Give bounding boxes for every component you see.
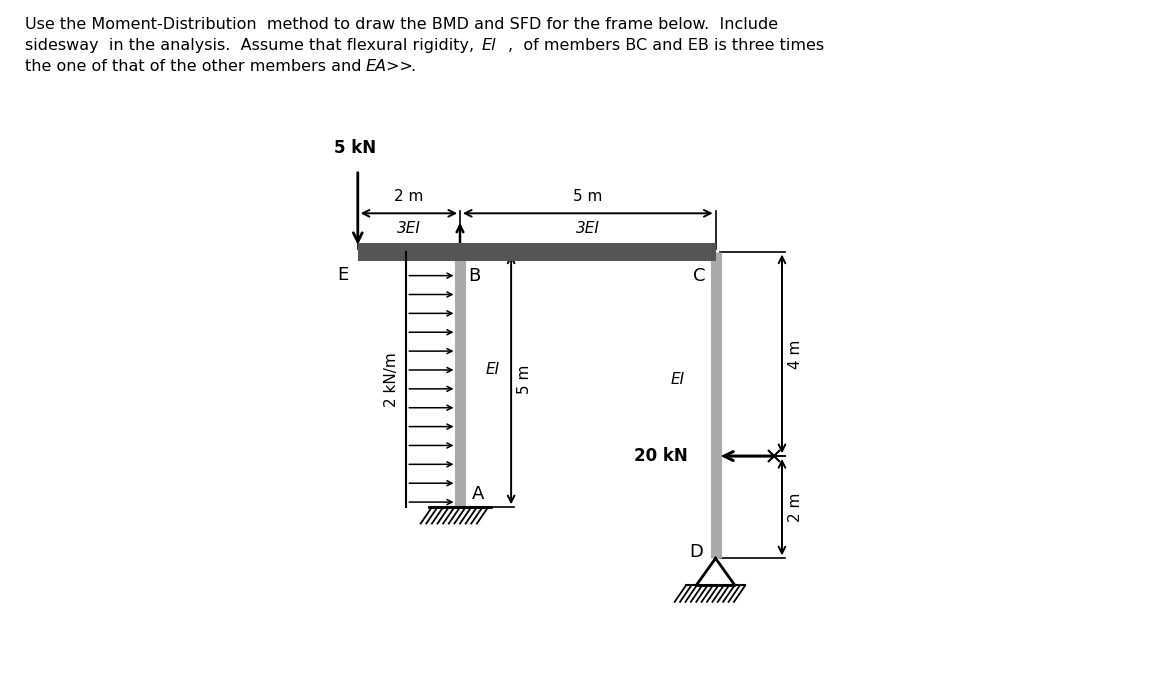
Text: 2 m: 2 m [788, 493, 803, 522]
Text: A: A [472, 485, 484, 503]
Text: B: B [468, 267, 481, 286]
Text: 3EI: 3EI [576, 221, 599, 236]
Text: EA>>: EA>> [366, 59, 414, 74]
Text: 2 kN/m: 2 kN/m [384, 352, 399, 407]
Text: .: . [411, 59, 415, 74]
Text: E: E [337, 265, 348, 283]
Text: 20 kN: 20 kN [634, 447, 688, 465]
Text: 3EI: 3EI [397, 221, 421, 236]
Text: the one of that of the other members and: the one of that of the other members and [25, 59, 373, 74]
Text: 4 m: 4 m [788, 339, 803, 369]
Text: 2 m: 2 m [394, 189, 423, 204]
Text: EI: EI [485, 362, 500, 377]
Text: D: D [689, 543, 703, 561]
Text: 5 m: 5 m [573, 189, 603, 204]
Text: El: El [481, 38, 496, 53]
Text: 5 kN: 5 kN [335, 139, 376, 157]
Text: 5 m: 5 m [518, 365, 532, 394]
Text: ,  of members BC and EB is three times: , of members BC and EB is three times [508, 38, 823, 53]
Text: sidesway  in the analysis.  Assume that flexural rigidity,: sidesway in the analysis. Assume that fl… [25, 38, 484, 53]
Text: C: C [693, 267, 705, 286]
Text: Use the Moment-Distribution  method to draw the BMD and SFD for the frame below.: Use the Moment-Distribution method to dr… [25, 17, 779, 33]
Text: EI: EI [670, 372, 685, 387]
